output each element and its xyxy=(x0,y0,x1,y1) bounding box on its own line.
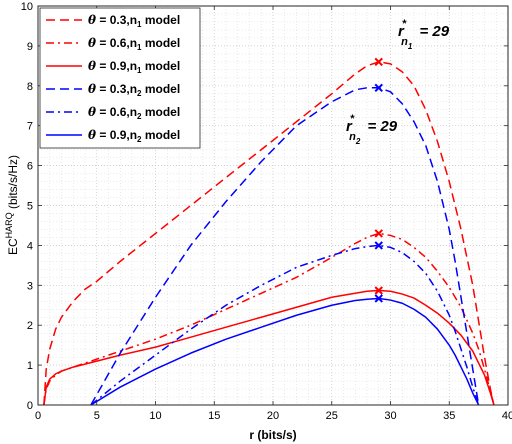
legend-text-sub: 1 xyxy=(137,43,142,52)
y-tick-label: 2 xyxy=(27,320,33,332)
legend-text-pre: = 0.6,n xyxy=(96,105,137,119)
x-axis-label: r (bits/s) xyxy=(249,428,296,442)
x-tick-label: 40 xyxy=(502,410,512,422)
legend-text-pre: = 0.6,n xyxy=(96,36,137,50)
series-line-1 xyxy=(43,61,495,406)
series-marker-6 xyxy=(374,294,383,303)
y-axis-label: ECHARQ (bits/s/Hz) xyxy=(4,155,20,255)
series-layer xyxy=(43,61,495,406)
annotation-base: r xyxy=(346,118,353,135)
series-marker-5 xyxy=(374,241,383,250)
legend-text-pre: = 0.3,n xyxy=(96,13,137,27)
legend-entry-6: θ = 0.9,n2 model xyxy=(88,128,180,144)
marker-stroke xyxy=(374,294,383,303)
legend-theta: θ xyxy=(88,59,96,73)
x-tick-label: 0 xyxy=(35,410,41,422)
legend-theta: θ xyxy=(88,13,96,27)
x-tick-label: 5 xyxy=(94,410,100,422)
series-marker-1 xyxy=(374,57,383,67)
y-tick-label: 6 xyxy=(27,161,33,173)
y-tick-label: 7 xyxy=(27,121,33,133)
annotation-sub: n xyxy=(349,131,356,143)
legend-text-sub: 2 xyxy=(137,135,142,144)
annotation-r-n2: r* n2 = 29 xyxy=(346,113,398,146)
legend-entry-4: θ = 0.3,n2 model xyxy=(88,82,180,98)
series-marker-4 xyxy=(374,83,383,93)
y-tick-labels: 0 1 2 3 4 5 6 7 8 9 10 xyxy=(21,1,33,412)
legend-entry-2: θ = 0.6,n1 model xyxy=(88,36,180,52)
annotation-rest: = 29 xyxy=(363,118,397,135)
series-marker-2 xyxy=(374,229,383,238)
marker-layer xyxy=(374,57,383,303)
y-tick-label: 9 xyxy=(27,41,33,53)
x-tick-label: 35 xyxy=(443,410,455,422)
legend-text-post: model xyxy=(142,128,181,142)
annotation-sup: * xyxy=(402,18,407,30)
series-line-3 xyxy=(43,289,495,406)
marker-stroke xyxy=(374,286,383,295)
legend-text-sub: 1 xyxy=(137,66,142,75)
legend-text-post: model xyxy=(142,13,181,27)
legend-text-post: model xyxy=(142,59,181,73)
legend-theta: θ xyxy=(88,105,96,119)
y-tick-label: 5 xyxy=(27,201,33,213)
series-line-6 xyxy=(90,297,480,406)
annotation-sub: n xyxy=(401,36,408,48)
legend-theta: θ xyxy=(88,36,96,50)
y-tick-label: 4 xyxy=(27,240,33,252)
marker-stroke xyxy=(374,241,383,250)
annotation-sup: * xyxy=(350,113,355,125)
legend-theta: θ xyxy=(88,128,96,142)
y-tick-label: 3 xyxy=(27,280,33,292)
x-tick-label: 25 xyxy=(326,410,338,422)
marker-stroke xyxy=(374,229,383,238)
legend-entry-5: θ = 0.6,n2 model xyxy=(88,105,180,121)
series-marker-3 xyxy=(374,286,383,295)
legend-text-post: model xyxy=(142,105,181,119)
x-tick-label: 20 xyxy=(267,410,279,422)
annotation-subsub: 2 xyxy=(355,137,361,146)
legend-text-pre: = 0.9,n xyxy=(96,128,137,142)
legend-theta: θ xyxy=(88,82,96,96)
legend-text-sub: 2 xyxy=(137,89,142,98)
legend-text-pre: = 0.3,n xyxy=(96,82,137,96)
legend-text-pre: = 0.9,n xyxy=(96,59,137,73)
legend-lines xyxy=(46,19,82,136)
annotation-r-n1: r* n1 = 29 xyxy=(398,18,450,51)
y-tick-label: 1 xyxy=(27,360,33,372)
y-tick-label: 10 xyxy=(21,1,33,13)
x-tick-label: 30 xyxy=(384,410,396,422)
legend-text-post: model xyxy=(142,82,181,96)
annotation-subsub: 1 xyxy=(408,42,413,51)
legend-box xyxy=(39,7,201,149)
y-axis-label-sup: HARQ xyxy=(4,212,14,238)
x-tick-label: 10 xyxy=(149,410,161,422)
marker-stroke xyxy=(374,57,383,67)
legend: θ = 0.3,n1 model θ = 0.6,n1 model θ = 0.… xyxy=(39,7,201,149)
y-tick-label: 0 xyxy=(27,400,33,412)
series-line-4 xyxy=(90,87,480,406)
x-tick-labels: 0 5 10 15 20 25 30 35 40 xyxy=(35,410,512,422)
legend-text-post: model xyxy=(142,36,181,50)
y-axis-label-rest: (bits/s/Hz) xyxy=(6,155,20,212)
legend-entry-1: θ = 0.3,n1 model xyxy=(88,13,180,29)
legend-text-sub: 1 xyxy=(137,20,142,29)
series-line-5 xyxy=(90,244,480,406)
legend-text-sub: 2 xyxy=(137,112,142,121)
y-axis-label-main: EC xyxy=(6,238,20,255)
marker-stroke xyxy=(374,83,383,93)
annotation-base: r xyxy=(398,23,405,40)
y-tick-label: 8 xyxy=(27,81,33,93)
x-tick-label: 15 xyxy=(208,410,220,422)
legend-entry-3: θ = 0.9,n1 model xyxy=(88,59,180,75)
annotation-rest: = 29 xyxy=(415,23,449,40)
